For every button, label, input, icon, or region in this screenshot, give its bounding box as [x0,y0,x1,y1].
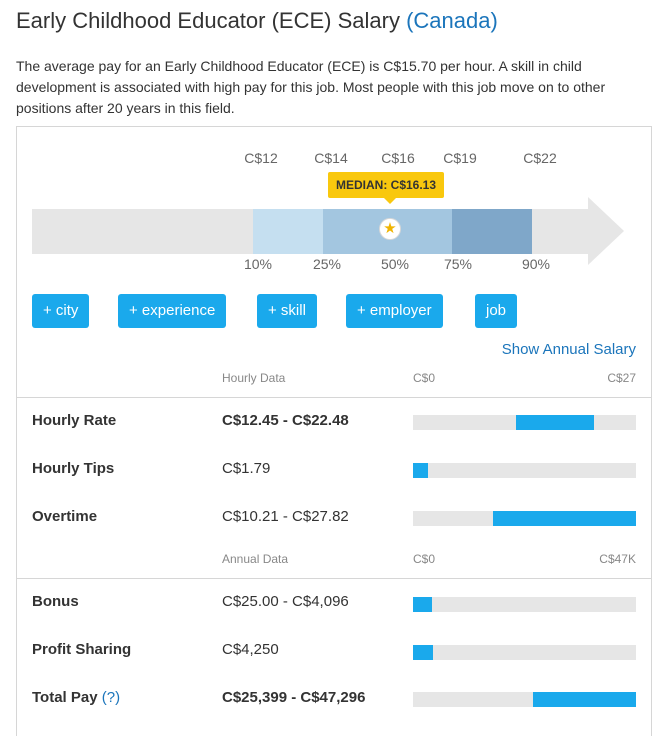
profit-sharing-value: C$4,250 [222,641,279,658]
tick-p50-value: C$16 [381,150,415,166]
hourly-data-header: Hourly Data [222,371,286,385]
hourly-tips-value: C$1.79 [222,460,271,477]
percentile-75: 75% [443,256,473,272]
hourly-tips-fill [413,463,428,478]
overtime-bar [413,511,636,526]
hourly-axis-max: C$27 [607,371,636,385]
tick-p75-value: C$19 [443,150,477,166]
bonus-value: C$25.00 - C$4,096 [222,593,349,610]
bonus-bar [413,597,636,612]
show-annual-salary-link[interactable]: Show Annual Salary [501,341,636,358]
tick-p25-value: C$14 [314,150,348,166]
overtime-value: C$10.21 - C$27.82 [222,508,349,525]
total-pay-help-link[interactable]: (?) [101,689,121,706]
add-skill-button[interactable]: + skill [257,294,317,328]
annual-divider [17,578,651,579]
intro-text: The average pay for an Early Childhood E… [16,58,606,116]
bonus-label: Bonus [32,593,79,610]
annual-axis-min: C$0 [413,552,436,566]
hourly-axis-min: C$0 [413,371,436,385]
percentile-90: 90% [521,256,551,272]
profit-sharing-bar [413,645,636,660]
percentile-25: 25% [312,256,342,272]
total-pay-label-text: Total Pay [32,689,98,706]
hourly-rate-fill [515,415,594,430]
percentile-10: 10% [243,256,273,272]
hourly-tips-bar [413,463,636,478]
range-segment-p75-p90 [452,209,532,254]
range-arrow-head [588,197,624,265]
salary-panel [16,126,652,736]
country-link[interactable]: (Canada) [406,8,498,33]
tick-p10-value: C$12 [244,150,278,166]
range-segment-p10-p25 [253,209,323,254]
tick-p90-value: C$22 [523,150,557,166]
total-pay-label: Total Pay (?) [32,689,120,706]
page-title: Early Childhood Educator (ECE) Salary (C… [16,8,498,34]
bonus-fill [413,597,433,612]
overtime-label: Overtime [32,508,98,525]
add-city-button[interactable]: + city [32,294,90,328]
total-pay-bar [413,692,636,707]
job-button[interactable]: job [475,294,518,328]
hourly-rate-value: C$12.45 - C$22.48 [222,412,349,429]
median-label: MEDIAN: C$16.13 [328,172,445,204]
hourly-tips-label: Hourly Tips [32,460,115,477]
total-pay-value: C$25,399 - C$47,296 [222,689,366,706]
page-title-text: Early Childhood Educator (ECE) Salary [16,8,400,33]
annual-axis-max: C$47K [599,552,636,566]
overtime-fill [493,511,636,526]
add-experience-button[interactable]: + experience [118,294,227,328]
profit-sharing-label: Profit Sharing [32,641,132,658]
percentile-50: 50% [380,256,410,272]
hourly-rate-bar [413,415,636,430]
hourly-rate-label: Hourly Rate [32,412,117,429]
add-employer-button[interactable]: + employer [346,294,443,328]
profit-sharing-fill [413,645,434,660]
star-icon: ★ [379,218,401,240]
total-pay-fill [532,692,636,707]
hourly-divider [17,397,651,398]
annual-data-header: Annual Data [222,552,289,566]
